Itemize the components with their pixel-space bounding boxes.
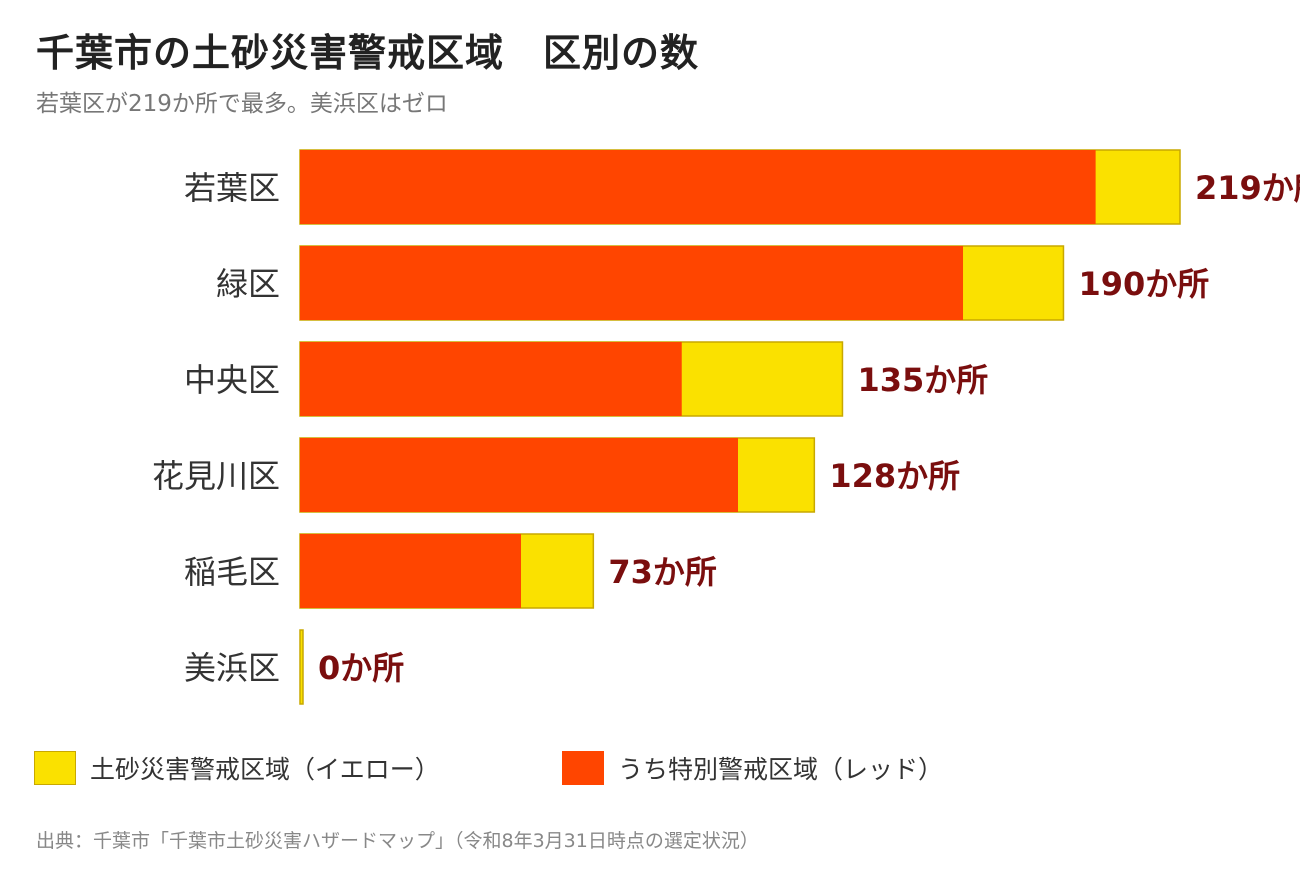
data-label: 73か所	[608, 553, 717, 591]
chart-title: 千葉市の土砂災害警戒区域 区別の数	[36, 31, 700, 75]
bar-red	[300, 150, 1096, 224]
category-label: 中央区	[184, 361, 280, 399]
legend-item-yellow: 土砂災害警戒区域（イエロー）	[34, 750, 440, 786]
bar-red	[300, 438, 738, 512]
category-label: 緑区	[216, 265, 280, 303]
category-label: 稲毛区	[184, 553, 280, 591]
legend-item-red: うち特別警戒区域（レッド）	[562, 750, 943, 786]
category-label: 若葉区	[184, 169, 280, 207]
data-label: 135か所	[857, 361, 988, 399]
legend-swatch-red	[562, 751, 604, 785]
data-label: 0か所	[318, 649, 404, 687]
source-note: 出典：千葉市「千葉市土砂災害ハザードマップ」（令和8年3月31日時点の選定状況）	[36, 830, 759, 852]
bar-yellow	[299, 629, 304, 705]
legend-label-red: うち特別警戒区域（レッド）	[618, 755, 944, 784]
bar-red	[300, 342, 682, 416]
bar-red	[300, 534, 522, 608]
data-label: 190か所	[1078, 265, 1209, 303]
category-label: 花見川区	[152, 457, 280, 495]
data-label: 128か所	[829, 457, 960, 495]
legend-swatch-yellow	[34, 751, 76, 785]
bar-red	[300, 246, 964, 320]
legend-label-yellow: 土砂災害警戒区域（イエロー）	[90, 755, 440, 784]
data-label: 219か所	[1195, 169, 1300, 207]
chart-subtitle: 若葉区が219か所で最多。美浜区はゼロ	[36, 91, 448, 117]
category-label: 美浜区	[184, 649, 280, 687]
